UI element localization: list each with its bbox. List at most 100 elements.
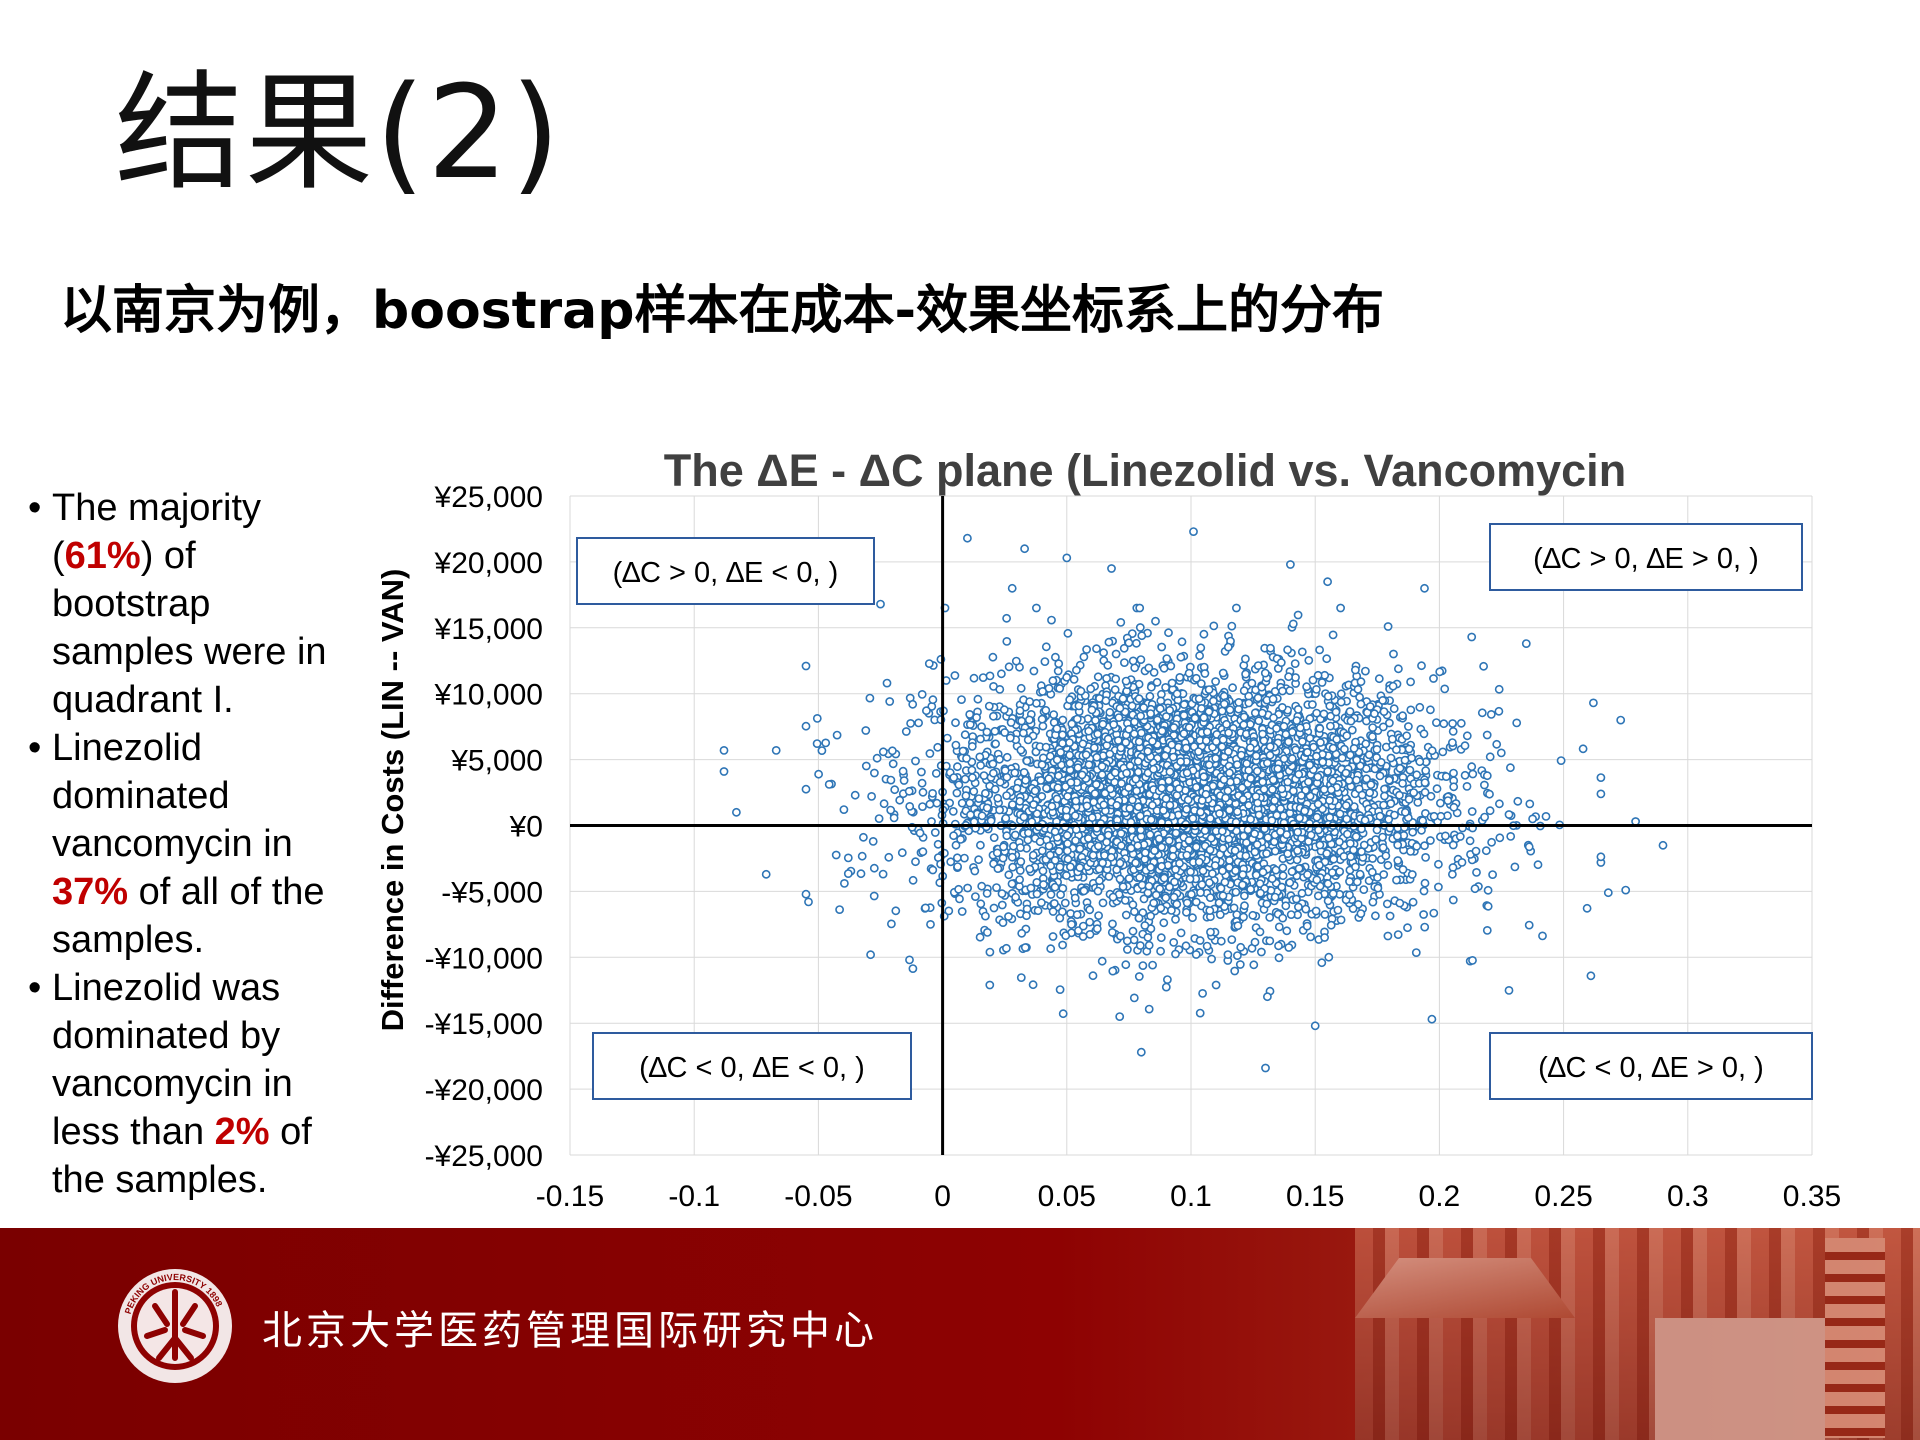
- data-point: [1038, 753, 1048, 763]
- data-point: [1556, 756, 1566, 765]
- data-point: [1129, 993, 1139, 1003]
- data-point: [1278, 871, 1288, 881]
- data-point: [1026, 883, 1036, 893]
- data-point: [1333, 905, 1343, 915]
- data-point: [1269, 713, 1278, 723]
- data-point: [1145, 830, 1155, 839]
- data-point: [1070, 893, 1080, 903]
- data-point: [1368, 723, 1378, 732]
- data-point: [1393, 840, 1403, 850]
- data-point: [952, 788, 962, 798]
- data-point: [1218, 866, 1227, 876]
- data-point: [1032, 603, 1041, 613]
- data-point: [1133, 767, 1143, 777]
- data-point: [952, 853, 962, 863]
- data-point: [1023, 735, 1033, 745]
- data-point: [1345, 707, 1355, 716]
- data-point: [1395, 763, 1405, 773]
- data-point: [1327, 868, 1337, 877]
- data-point: [1002, 752, 1012, 762]
- data-point: [970, 866, 980, 876]
- data-point: [1420, 922, 1430, 932]
- data-point: [1082, 801, 1092, 811]
- data-point: [1483, 901, 1493, 911]
- data-point: [1315, 645, 1324, 655]
- data-point: [1187, 889, 1196, 899]
- data-point: [1183, 795, 1193, 805]
- data-point: [1257, 947, 1266, 957]
- data-point: [1304, 837, 1313, 846]
- data-point: [1406, 847, 1415, 856]
- data-point: [1022, 756, 1032, 766]
- data-point: [1265, 936, 1275, 946]
- data-point: [1177, 637, 1187, 647]
- data-point: [1313, 891, 1323, 901]
- data-point: [1345, 750, 1355, 760]
- data-point: [1417, 661, 1426, 671]
- data-point: [1250, 847, 1260, 857]
- data-point: [1283, 777, 1293, 787]
- data-point: [1205, 906, 1215, 915]
- data-point: [1097, 770, 1107, 780]
- data-point: [1159, 873, 1169, 883]
- data-point: [973, 694, 983, 704]
- data-point: [1248, 910, 1258, 920]
- data-point: [1297, 888, 1307, 898]
- data-point: [1197, 880, 1207, 889]
- data-point: [1411, 948, 1421, 957]
- data-point: [1468, 769, 1478, 779]
- data-point: [1415, 757, 1425, 767]
- data-point: [1073, 763, 1083, 773]
- data-point: [1303, 870, 1312, 879]
- data-point: [1283, 645, 1292, 655]
- data-point: [1164, 836, 1174, 846]
- data-point: [1342, 814, 1352, 824]
- data-point: [1041, 742, 1051, 752]
- data-point: [1184, 836, 1194, 845]
- data-point: [1146, 709, 1155, 718]
- data-point: [1010, 768, 1020, 778]
- data-point: [1247, 678, 1257, 688]
- data-point: [1130, 717, 1139, 727]
- data-point: [1582, 903, 1592, 913]
- data-point: [1168, 752, 1178, 762]
- data-point: [1004, 912, 1013, 921]
- data-point: [1352, 775, 1361, 785]
- data-point: [1336, 697, 1346, 707]
- data-point: [1449, 802, 1459, 812]
- data-point: [1091, 780, 1101, 789]
- data-point: [915, 828, 925, 838]
- data-point: [1315, 724, 1325, 733]
- data-point: [1480, 780, 1489, 790]
- data-point: [1287, 754, 1297, 763]
- data-point: [1008, 862, 1018, 872]
- data-point: [1245, 743, 1255, 753]
- data-point: [1054, 771, 1063, 781]
- data-point: [1134, 802, 1143, 812]
- data-point: [1210, 861, 1220, 870]
- data-point: [1412, 841, 1422, 851]
- data-point: [1006, 718, 1016, 727]
- data-point: [1194, 857, 1204, 867]
- data-point: [995, 777, 1005, 787]
- data-point: [1048, 676, 1058, 686]
- data-point: [1002, 943, 1011, 953]
- data-point: [1038, 721, 1048, 731]
- data-point: [1037, 760, 1047, 770]
- data-point: [1286, 910, 1296, 919]
- data-point: [1365, 788, 1375, 798]
- data-point: [1482, 926, 1492, 935]
- data-point: [1211, 737, 1221, 746]
- data-point: [1395, 898, 1405, 908]
- data-point: [1007, 852, 1017, 862]
- data-point: [1457, 858, 1467, 867]
- data-point: [1412, 770, 1422, 780]
- data-point: [1368, 732, 1377, 741]
- data-point: [1481, 846, 1491, 856]
- data-point: [1368, 854, 1377, 863]
- data-point: [1232, 603, 1241, 613]
- data-point: [1270, 892, 1280, 902]
- data-point: [1071, 836, 1080, 845]
- data-point: [1218, 844, 1228, 853]
- data-point: [1132, 638, 1141, 648]
